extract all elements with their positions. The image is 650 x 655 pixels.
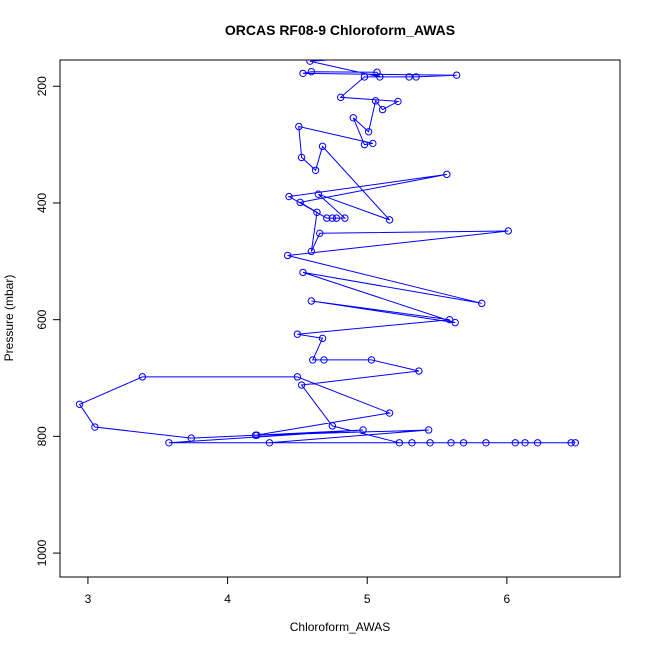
data-point bbox=[187, 434, 195, 442]
data-point bbox=[571, 439, 580, 447]
y-tick-label: 200 bbox=[35, 76, 49, 96]
data-point bbox=[459, 439, 468, 447]
data-point bbox=[165, 439, 173, 447]
data-point bbox=[443, 170, 451, 179]
data-point bbox=[328, 214, 337, 222]
data-point bbox=[341, 214, 349, 222]
data-point bbox=[265, 439, 274, 447]
data-point bbox=[567, 439, 575, 447]
data-point bbox=[405, 73, 413, 81]
data-point bbox=[360, 140, 369, 149]
data-point bbox=[445, 315, 454, 324]
data-point bbox=[447, 439, 455, 447]
data-point bbox=[299, 69, 307, 78]
data-point bbox=[251, 431, 260, 439]
data-point bbox=[426, 439, 434, 447]
data-point bbox=[359, 426, 367, 434]
plot-area bbox=[75, 60, 580, 447]
data-point bbox=[293, 373, 302, 381]
data-point bbox=[504, 227, 512, 235]
data-point bbox=[336, 93, 345, 102]
data-point bbox=[299, 268, 307, 277]
x-tick-label: 3 bbox=[85, 592, 92, 606]
data-point bbox=[316, 229, 324, 238]
data-point bbox=[309, 356, 317, 364]
data-point bbox=[415, 367, 423, 375]
data-point bbox=[313, 208, 321, 216]
data-point bbox=[369, 139, 377, 148]
y-tick-label: 800 bbox=[35, 426, 49, 446]
data-point bbox=[318, 142, 327, 151]
data-point bbox=[297, 153, 306, 162]
data-point bbox=[314, 190, 323, 198]
data-point bbox=[408, 439, 416, 447]
data-point bbox=[451, 318, 459, 327]
data-point bbox=[320, 356, 328, 364]
data-point bbox=[349, 114, 357, 122]
data-point bbox=[478, 299, 486, 308]
data-point bbox=[533, 439, 542, 447]
data-point bbox=[285, 192, 293, 201]
data-point bbox=[367, 356, 376, 364]
data-point bbox=[521, 439, 529, 447]
data-point bbox=[91, 423, 99, 431]
chart-title: ORCAS RF08-9 Chloroform_AWAS bbox=[225, 22, 455, 38]
data-point bbox=[371, 97, 380, 105]
data-point bbox=[424, 426, 433, 434]
data-point bbox=[306, 60, 314, 65]
data-point bbox=[376, 73, 384, 81]
data-point bbox=[385, 216, 394, 224]
data-point bbox=[307, 247, 316, 256]
data-point bbox=[378, 105, 387, 114]
data-point bbox=[385, 409, 394, 417]
data-point bbox=[323, 214, 331, 222]
x-axis-label: Chloroform_AWAS bbox=[290, 620, 390, 634]
data-point bbox=[364, 128, 373, 136]
data-point bbox=[482, 439, 490, 447]
plot-frame bbox=[59, 59, 621, 578]
data-point bbox=[328, 422, 337, 430]
data-point bbox=[412, 73, 420, 81]
data-point bbox=[360, 73, 369, 81]
data-point bbox=[138, 373, 147, 381]
x-tick-label: 4 bbox=[224, 592, 231, 606]
data-point bbox=[394, 97, 402, 106]
data-point bbox=[332, 214, 341, 222]
x-tick-label: 6 bbox=[504, 592, 511, 606]
data-point bbox=[311, 166, 320, 174]
data-point bbox=[307, 67, 316, 76]
y-axis-label: Pressure (mbar) bbox=[2, 275, 16, 362]
data-point bbox=[293, 330, 302, 338]
data-point bbox=[452, 71, 461, 79]
x-tick-label: 5 bbox=[364, 592, 371, 606]
data-point bbox=[297, 381, 306, 389]
data-point bbox=[307, 297, 316, 305]
data-point bbox=[295, 122, 303, 131]
y-tick-label: 1000 bbox=[35, 539, 49, 566]
data-point bbox=[318, 334, 327, 343]
y-tick-label: 400 bbox=[35, 193, 49, 213]
data-point bbox=[511, 439, 519, 447]
data-point bbox=[75, 400, 84, 408]
data-point bbox=[395, 439, 404, 447]
data-point bbox=[296, 198, 304, 207]
y-tick-label: 600 bbox=[35, 309, 49, 329]
data-point bbox=[283, 251, 292, 260]
